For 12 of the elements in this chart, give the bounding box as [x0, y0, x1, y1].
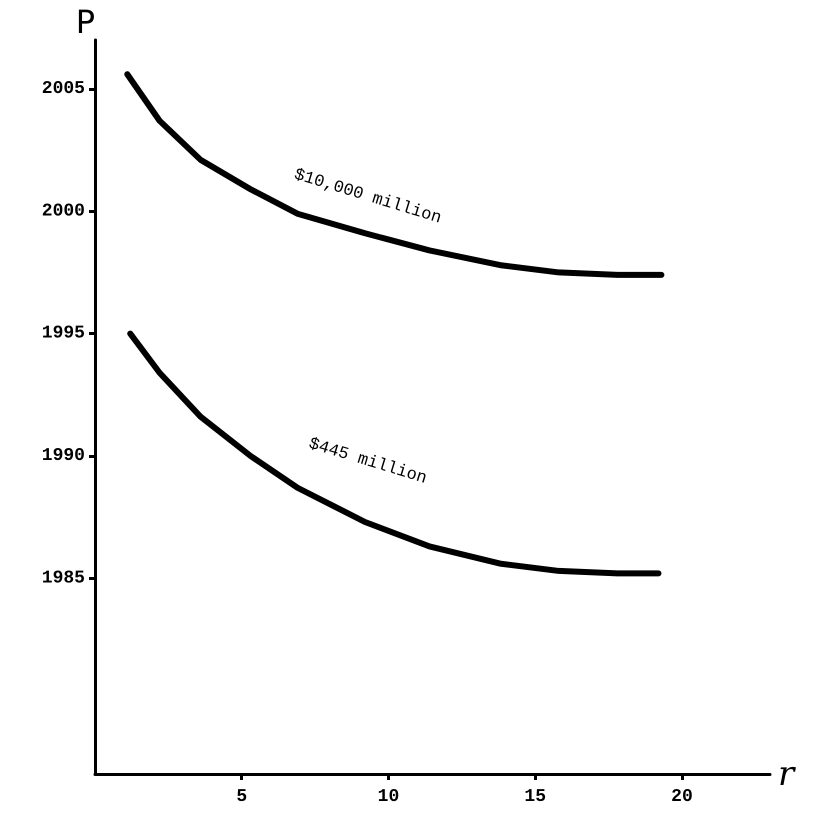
- x-tick-label: 10: [378, 787, 400, 807]
- y-tick-label: 2000: [42, 201, 85, 222]
- x-tick-label: 20: [671, 787, 693, 807]
- y-axis-title: P: [76, 3, 95, 41]
- text: $445 million: [306, 434, 429, 489]
- x-axis-title: r: [778, 754, 796, 794]
- x-tick-label: 5: [236, 787, 248, 807]
- y-tick-label: 1995: [42, 324, 85, 344]
- y-tick-label: 1985: [42, 568, 85, 588]
- y-tick-label: 1990: [42, 446, 85, 466]
- y-tick-label: 2005: [42, 78, 85, 99]
- x-tick-label: 15: [524, 787, 546, 807]
